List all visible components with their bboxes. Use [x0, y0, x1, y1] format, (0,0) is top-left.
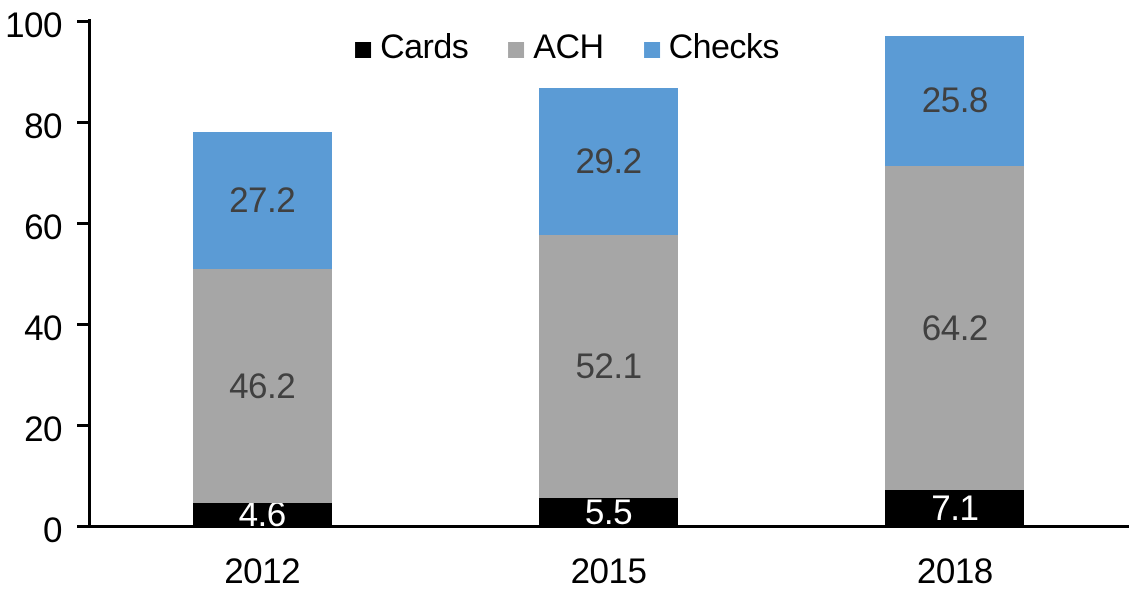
data-label: 52.1	[575, 347, 642, 387]
bar-segment-ach: 46.2	[192, 269, 332, 503]
bar-segment-cards: 5.5	[539, 495, 678, 530]
y-tick-label: 20	[24, 410, 62, 449]
y-axis-line	[88, 19, 91, 528]
y-tick-label: 40	[24, 309, 62, 348]
bar-segment-ach: 52.1	[539, 235, 678, 499]
y-tick-mark	[77, 322, 89, 326]
legend-item-checks: Checks	[643, 28, 780, 66]
legend-label: ACH	[533, 28, 604, 66]
data-label: 29.2	[575, 141, 642, 181]
x-category-label: 2018	[916, 552, 993, 591]
legend-item-cards: Cards	[355, 28, 469, 66]
legend-swatch-icon	[355, 42, 372, 58]
bar-segment-cards: 7.1	[885, 488, 1025, 528]
data-label: 7.1	[931, 488, 979, 528]
bar-segment-checks: 25.8	[885, 35, 1025, 166]
legend-swatch-icon	[643, 42, 660, 58]
legend-swatch-icon	[508, 42, 525, 58]
legend-label: Cards	[380, 28, 469, 66]
y-tick-mark	[77, 120, 89, 124]
bar-segment-cards: 4.6	[192, 497, 332, 532]
data-label: 64.2	[921, 308, 989, 348]
x-axis-line	[77, 525, 1129, 528]
y-tick-label: 60	[24, 208, 62, 247]
data-label: 27.2	[229, 181, 296, 221]
legend-label: Checks	[668, 28, 780, 66]
legend-item-ach: ACH	[508, 28, 604, 66]
y-tick-mark	[77, 19, 89, 23]
x-category-label: 2015	[570, 552, 647, 591]
data-label: 25.8	[921, 81, 989, 121]
x-category-label: 2012	[224, 552, 301, 591]
y-tick-label: 100	[5, 6, 62, 45]
bar-segment-ach: 64.2	[885, 165, 1025, 491]
y-tick-mark	[77, 524, 89, 528]
data-label: 46.2	[229, 366, 296, 406]
y-tick-label: 0	[43, 511, 62, 550]
y-tick-mark	[77, 221, 89, 225]
bar-segment-checks: 29.2	[539, 87, 678, 236]
bar-segment-checks: 27.2	[192, 132, 332, 270]
y-tick-mark	[77, 423, 89, 427]
bar-2015: 5.5 52.1 29.2	[539, 87, 678, 530]
bar-2018: 7.1 64.2 25.8	[885, 35, 1025, 528]
y-tick-label: 80	[24, 107, 62, 146]
bar-2012: 4.6 46.2 27.2	[192, 132, 332, 532]
legend: Cards ACH Checks	[355, 30, 779, 64]
data-label: 5.5	[584, 492, 633, 532]
